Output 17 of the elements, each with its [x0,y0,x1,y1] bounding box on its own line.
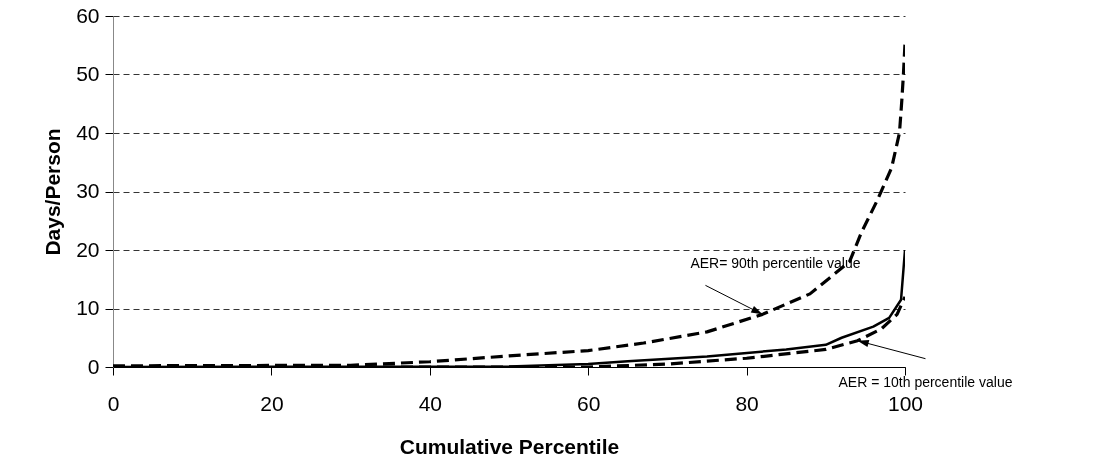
x-tick-label: 0 [107,391,120,415]
y-tick-label: 0 [87,354,100,378]
x-tick-label: 100 [887,391,924,415]
y-tick-label: 30 [76,179,100,202]
y-axis-title: Days/Person [41,128,65,256]
x-tick-label: 80 [735,391,759,415]
x-tick-label: 40 [418,391,442,415]
x-tick-label: 20 [260,391,284,415]
x-axis-title: Cumulative Percentile [399,434,620,458]
y-tick-label: 10 [76,296,100,319]
y-tick-label: 60 [76,3,100,27]
annotation: AER = 10th percentile value [838,373,1013,390]
x-tick-label: 60 [577,391,601,415]
annotation: AER= 90th percentile value [690,255,861,272]
y-tick-label: 40 [76,120,100,144]
y-tick-label: 50 [76,62,100,85]
y-tick-label: 20 [76,237,100,261]
